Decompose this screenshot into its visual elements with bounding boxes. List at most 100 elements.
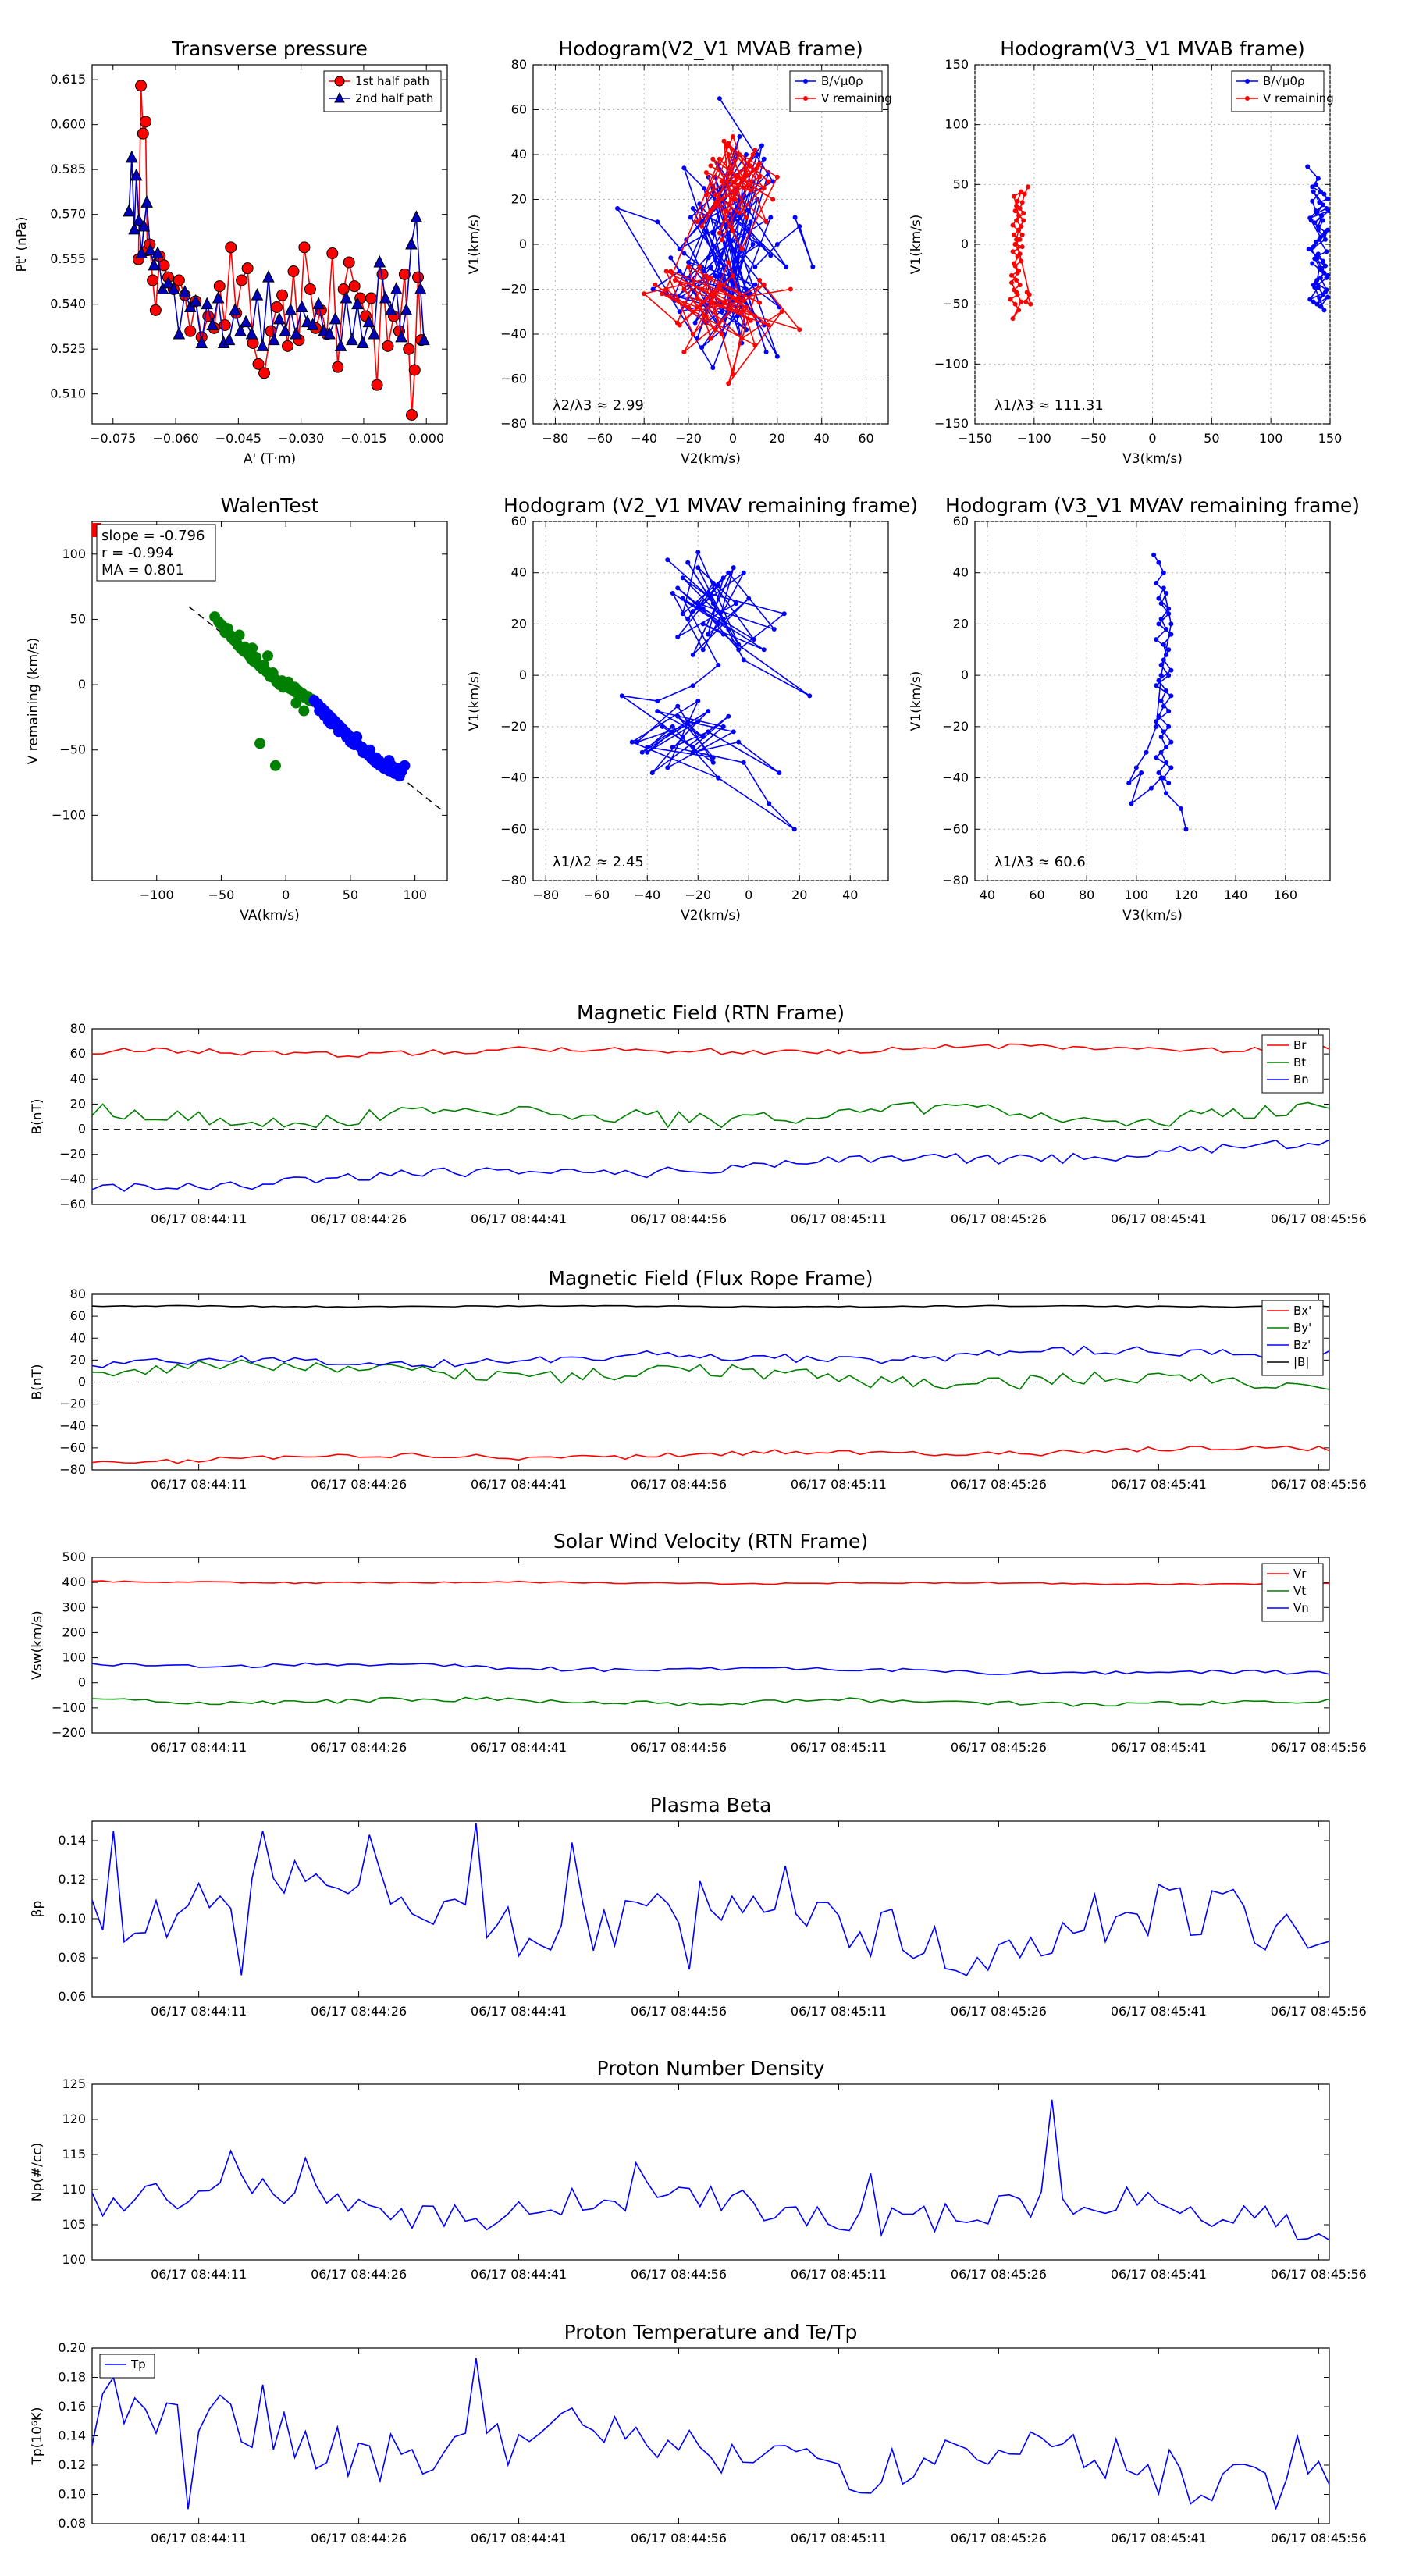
data-point [148,258,161,271]
data-point [730,273,735,279]
y-tick-label: 40 [70,1330,86,1345]
data-point [744,304,749,310]
data-point [706,255,711,261]
x-tick-label: 06/17 08:44:11 [151,1740,247,1755]
data-point [680,611,685,617]
data-point [183,300,197,312]
y-tick-label: −200 [52,1725,86,1740]
data-point [1183,827,1189,832]
x-tick-label: 06/17 08:45:26 [951,2267,1047,2282]
y-tick-label: 60 [511,102,527,117]
data-point [741,570,746,575]
data-point [287,265,300,277]
y-tick-label: 20 [953,616,969,631]
x-tick-label: −100 [140,888,174,902]
y-tick-label: 100 [62,546,86,561]
y-tick-label: 0 [519,667,527,682]
legend-label: B/√μ0ρ [1263,74,1305,88]
data-point [757,161,763,166]
data-point [681,350,687,354]
y-tick-label: 0.14 [58,2428,86,2443]
plot-series [123,80,430,421]
series-line [621,550,810,830]
y-tick-label: 0.600 [50,117,86,132]
data-point [717,96,722,101]
chart-title: Proton Number Density [597,2057,825,2080]
x-axis-label: V3(km/s) [1122,908,1183,923]
legend-box [1261,1300,1324,1376]
data-point [137,127,149,140]
data-point [1009,280,1015,286]
legend-label: B/√μ0ρ [821,74,863,88]
data-point [1313,182,1318,187]
data-point [701,269,706,274]
y-tick-label: 300 [62,1599,86,1614]
data-point [304,283,316,295]
data-point [323,326,336,340]
y-tick-label: 80 [70,1286,86,1301]
y-tick-label: −60 [59,1440,86,1455]
data-point [1010,316,1016,322]
x-tick-label: 60 [1029,888,1044,902]
data-point [337,283,350,295]
x-tick-label: 60 [858,431,873,446]
legend-label: By' [1293,1321,1311,1335]
y-tick-label: 0.20 [58,2340,86,2355]
data-point [1017,283,1023,288]
data-point [1310,184,1315,190]
legend-label: |B| [1293,1355,1309,1369]
data-point [189,294,202,307]
x-tick-label: −60 [583,888,610,902]
data-point [690,749,695,755]
data-point [379,290,392,304]
data-point [761,186,767,191]
data-point [699,286,705,292]
data-point [665,765,670,770]
data-point [717,156,722,162]
x-tick-label: 06/17 08:44:41 [471,1477,567,1492]
x-tick-label: 06/17 08:45:11 [791,1740,887,1755]
data-point [663,269,669,274]
data-point [290,697,302,709]
data-point [675,634,681,639]
data-point [410,210,423,222]
y-axis-label: Pt' (nPa) [14,217,30,272]
data-point [680,735,685,739]
data-point [713,273,718,279]
data-point [744,286,749,292]
x-tick-label: 06/17 08:45:41 [1111,1477,1207,1492]
data-point [408,364,421,376]
data-point [695,699,701,703]
data-point [346,333,358,346]
data-point [750,242,756,247]
data-point [371,379,383,391]
legend-label: Br [1293,1038,1307,1052]
data-point [1158,749,1164,755]
y-tick-label: 0.12 [58,1872,86,1887]
data-point [1322,237,1328,242]
y-tick-label: 40 [511,147,527,162]
plot-area [91,1028,1330,1205]
data-point [1314,301,1320,307]
y-tick-label: 0.555 [50,251,86,266]
data-point [724,208,729,213]
x-tick-label: −80 [532,888,559,902]
series-line [91,1359,1330,1390]
y-tick-label: −40 [59,1418,86,1433]
data-point [761,282,767,287]
data-point [645,745,650,750]
y-tick-label: 50 [953,176,969,191]
data-point [690,332,695,336]
data-point [703,228,709,233]
y-tick-label: 105 [62,2217,86,2232]
series-line [91,2099,1330,2241]
data-point [400,303,413,315]
y-tick-label: 20 [70,1352,86,1367]
x-tick-label: 06/17 08:45:26 [951,1212,1047,1226]
data-point [234,324,247,336]
x-tick-label: 20 [770,431,785,446]
data-point [1022,191,1027,197]
data-point [1019,232,1025,237]
data-point [779,309,784,315]
data-point [1158,735,1164,739]
